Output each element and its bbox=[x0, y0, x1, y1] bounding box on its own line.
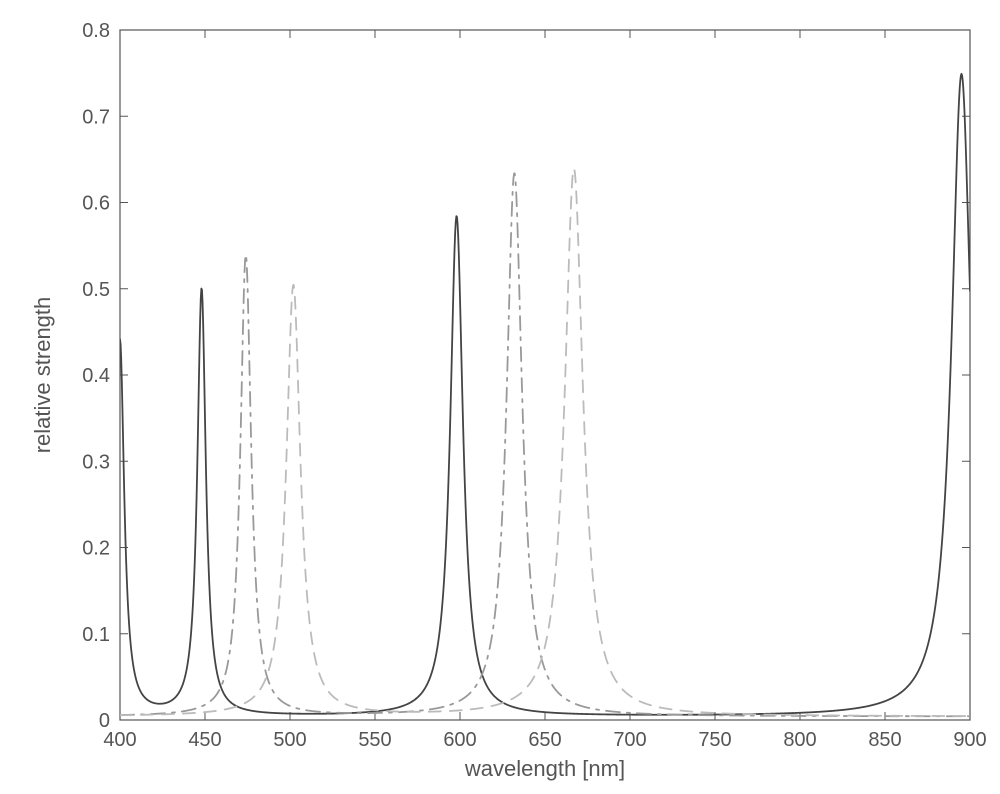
svg-text:900: 900 bbox=[953, 729, 986, 751]
svg-text:0.3: 0.3 bbox=[82, 451, 110, 473]
svg-text:400: 400 bbox=[103, 729, 136, 751]
svg-text:0.7: 0.7 bbox=[82, 106, 110, 128]
chart-svg: 400 450 500 550 600 650 700 750 800 850 900 0 0.1 0.2… bbox=[0, 0, 1000, 794]
svg-text:550: 550 bbox=[358, 729, 391, 751]
svg-text:450: 450 bbox=[188, 729, 221, 751]
spectral-chart: 400 450 500 550 600 650 700 750 800 850 900 0 0.1 0.2… bbox=[0, 0, 1000, 794]
svg-text:800: 800 bbox=[783, 729, 816, 751]
svg-text:0.1: 0.1 bbox=[82, 624, 110, 646]
svg-text:700: 700 bbox=[613, 729, 646, 751]
svg-text:0: 0 bbox=[99, 710, 110, 732]
svg-text:0.8: 0.8 bbox=[82, 20, 110, 42]
svg-text:500: 500 bbox=[273, 729, 306, 751]
svg-text:relative strength: relative strength bbox=[30, 297, 55, 454]
svg-text:0.2: 0.2 bbox=[82, 538, 110, 560]
svg-text:0.6: 0.6 bbox=[82, 193, 110, 215]
svg-text:600: 600 bbox=[443, 729, 476, 751]
svg-text:wavelength [nm]: wavelength [nm] bbox=[464, 756, 625, 781]
svg-text:750: 750 bbox=[698, 729, 731, 751]
svg-text:0.4: 0.4 bbox=[82, 365, 110, 387]
svg-text:850: 850 bbox=[868, 729, 901, 751]
svg-text:650: 650 bbox=[528, 729, 561, 751]
svg-text:0.5: 0.5 bbox=[82, 279, 110, 301]
